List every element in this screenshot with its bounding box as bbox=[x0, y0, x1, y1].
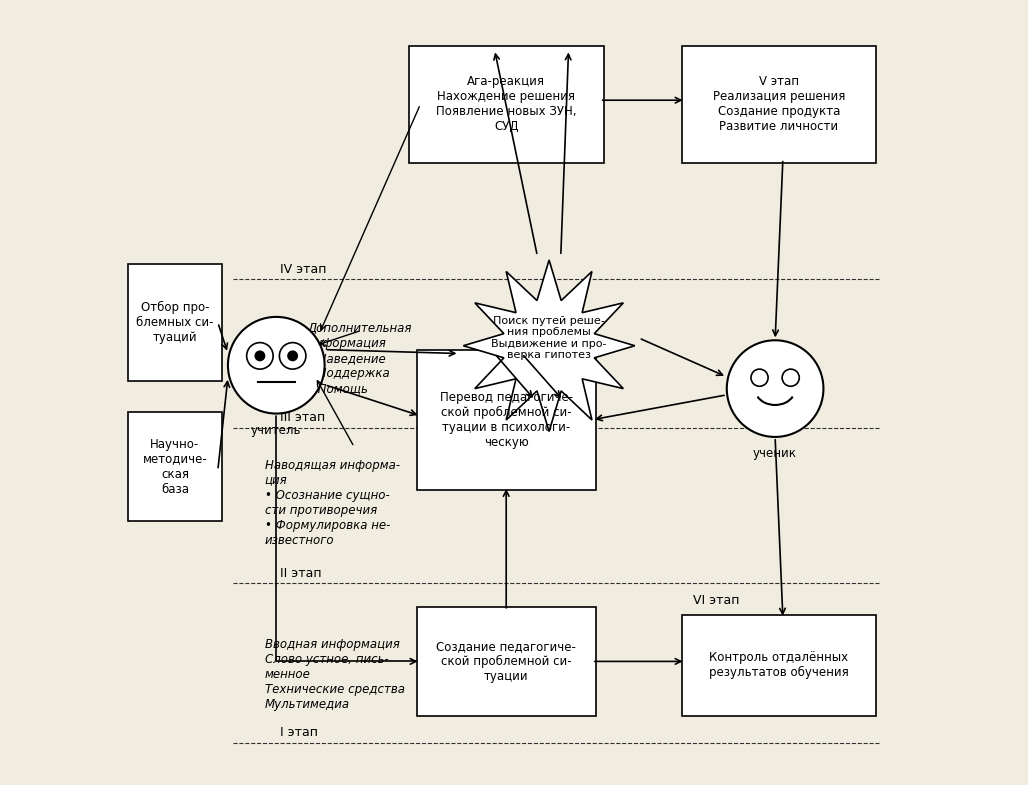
Text: Перевод педагогиче-
ской проблемной си-
туации в психологи-
ческую: Перевод педагогиче- ской проблемной си- … bbox=[440, 391, 573, 449]
Text: Научно-
методиче-
ская
база: Научно- методиче- ская база bbox=[143, 437, 208, 495]
FancyBboxPatch shape bbox=[128, 264, 222, 381]
Text: Наводящая информа-
ция
• Осознание сущно-
сти противоречия
• Формулировка не-
из: Наводящая информа- ция • Осознание сущно… bbox=[264, 458, 400, 547]
FancyBboxPatch shape bbox=[416, 607, 596, 716]
Text: Поиск путей реше-
ния проблемы
Выдвижение и про-
верка гипотез: Поиск путей реше- ния проблемы Выдвижени… bbox=[491, 316, 607, 360]
Text: III этап: III этап bbox=[281, 411, 326, 424]
Text: IV этап: IV этап bbox=[281, 263, 327, 276]
Circle shape bbox=[255, 350, 265, 361]
FancyBboxPatch shape bbox=[682, 46, 877, 162]
Text: Отбор про-
блемных си-
туаций: Отбор про- блемных си- туаций bbox=[136, 301, 214, 344]
Circle shape bbox=[247, 342, 273, 369]
Text: V этап
Реализация решения
Создание продукта
Развитие личности: V этап Реализация решения Создание проду… bbox=[712, 75, 845, 133]
Circle shape bbox=[287, 350, 298, 361]
Text: Вводная информация
Слово устное, пись-
менное
Технические средства
Мультимедиа: Вводная информация Слово устное, пись- м… bbox=[264, 638, 405, 711]
Circle shape bbox=[280, 342, 306, 369]
Text: I этап: I этап bbox=[281, 726, 319, 739]
Text: VI этап: VI этап bbox=[693, 593, 740, 607]
Text: Дополнительная
информация
• Наведение
• Поддержка
• Помощь: Дополнительная информация • Наведение • … bbox=[307, 323, 412, 396]
FancyBboxPatch shape bbox=[416, 349, 596, 490]
Circle shape bbox=[750, 369, 768, 386]
Circle shape bbox=[782, 369, 800, 386]
Text: ученик: ученик bbox=[754, 447, 797, 460]
Text: Контроль отдалённых
результатов обучения: Контроль отдалённых результатов обучения bbox=[709, 652, 849, 679]
FancyBboxPatch shape bbox=[409, 46, 603, 162]
Text: учитель: учитель bbox=[251, 424, 301, 436]
Text: II этап: II этап bbox=[281, 567, 322, 579]
FancyBboxPatch shape bbox=[682, 615, 877, 716]
Polygon shape bbox=[464, 260, 635, 432]
FancyBboxPatch shape bbox=[128, 412, 222, 521]
Circle shape bbox=[228, 317, 325, 414]
Text: Ага-реакция
Нахождение решения
Появление новых ЗУН,
СУД: Ага-реакция Нахождение решения Появление… bbox=[436, 75, 577, 133]
Text: Создание педагогиче-
ской проблемной си-
туации: Создание педагогиче- ской проблемной си-… bbox=[436, 640, 576, 683]
Circle shape bbox=[727, 340, 823, 437]
